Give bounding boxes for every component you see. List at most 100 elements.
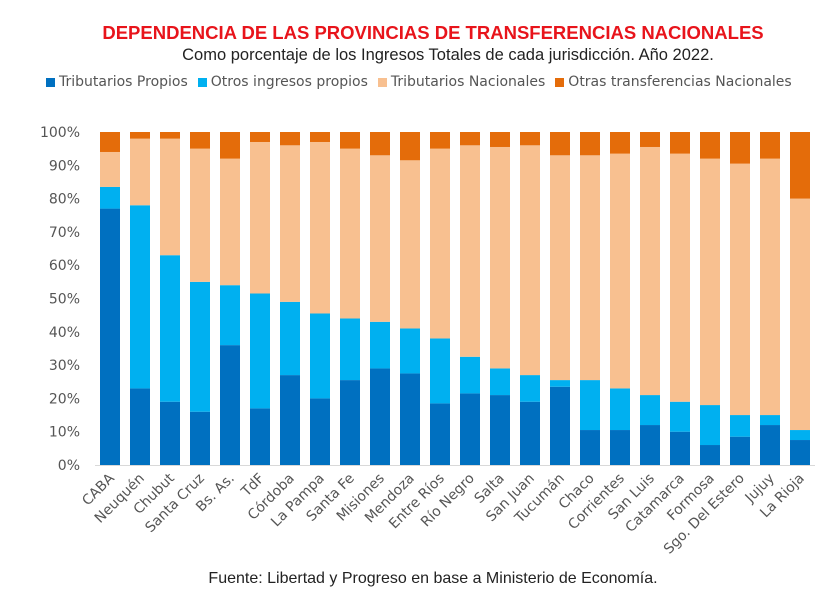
bar-segment (130, 388, 150, 465)
bar-segment (610, 153, 630, 389)
bar-segment (310, 398, 330, 465)
bar-segment (280, 301, 300, 376)
bar-segment (550, 386, 570, 465)
bar-segment (490, 368, 510, 396)
bar-segment (160, 401, 180, 465)
chart-title: DEPENDENCIA DE LAS PROVINCIAS DE TRANSFE… (102, 22, 764, 43)
bar-segment (100, 208, 120, 465)
bar-segment (520, 132, 540, 146)
bar-segment (640, 146, 660, 396)
bar-segment (610, 132, 630, 154)
bar-segment (130, 132, 150, 139)
y-tick-label: 100% (40, 125, 80, 141)
y-tick-label: 0% (58, 458, 80, 474)
bar-segment (370, 132, 390, 156)
bar-segment (670, 153, 690, 402)
bar-segment (640, 132, 660, 147)
bar-segment (670, 431, 690, 465)
bar-segment (220, 345, 240, 465)
bar-segment (430, 403, 450, 465)
bar-segment (340, 380, 360, 465)
bar-segment (700, 132, 720, 159)
bar-segment (220, 285, 240, 346)
bar-segment (550, 155, 570, 381)
legend-label: Tributarios Nacionales (390, 74, 546, 90)
bar-segment (670, 132, 690, 154)
bar-segment (160, 255, 180, 402)
bar-segment (580, 380, 600, 431)
bar-segment (190, 281, 210, 412)
bar-segment (160, 132, 180, 139)
bar-segment (430, 338, 450, 404)
bar-segment (760, 132, 780, 159)
bar-segment (340, 318, 360, 381)
bar-segment (430, 132, 450, 149)
bar-segment (760, 415, 780, 426)
bar-segment (670, 401, 690, 432)
bar-segment (640, 425, 660, 465)
bar-segment (790, 440, 810, 465)
bar-segment (160, 138, 180, 256)
legend-swatch (555, 77, 565, 87)
bar-segment (220, 158, 240, 286)
bar-segment (580, 132, 600, 156)
bar-segment (370, 155, 390, 322)
bar-segment (130, 138, 150, 206)
bar-segment (100, 151, 120, 187)
bar-segment (730, 436, 750, 465)
bar-segment (520, 145, 540, 376)
legend-item: Otras transferencias Nacionales (555, 74, 792, 90)
y-tick-label: 60% (49, 258, 80, 274)
y-tick-label: 90% (49, 158, 80, 174)
bar-segment (700, 158, 720, 406)
bar-segment (520, 375, 540, 402)
bar-segment (730, 163, 750, 416)
bar-segment (790, 132, 810, 199)
bar-segment (730, 132, 750, 164)
bar-segment (370, 321, 390, 369)
bar-segment (580, 430, 600, 465)
y-tick-label: 50% (49, 292, 80, 308)
y-tick-label: 30% (49, 358, 80, 374)
bar-segment (370, 368, 390, 465)
bar-segment (400, 373, 420, 465)
bar-segment (700, 405, 720, 446)
bar-segment (310, 141, 330, 314)
chart-source: Fuente: Libertad y Progreso en base a Mi… (208, 570, 658, 587)
bar-segment (400, 132, 420, 161)
legend-item: Tributarios Propios (46, 74, 188, 90)
bar-segment (190, 132, 210, 149)
chart-subtitle: Como porcentaje de los Ingresos Totales … (182, 46, 714, 64)
bar-segment (460, 393, 480, 465)
bar-segment (520, 401, 540, 465)
bar-segment (460, 132, 480, 146)
bar-segment (610, 430, 630, 465)
bar-segment (130, 205, 150, 389)
bar-segment (100, 186, 120, 209)
bar-segment (430, 148, 450, 339)
bar-segment (460, 356, 480, 394)
bar-segment (460, 145, 480, 357)
bar-segment (280, 375, 300, 465)
bar-segment (490, 132, 510, 147)
bar-segment (730, 415, 750, 437)
legend-label: Otros ingresos propios (210, 74, 368, 90)
y-tick-label: 80% (49, 192, 80, 208)
y-tick-label: 20% (49, 391, 80, 407)
bar-segment (190, 411, 210, 465)
bar-segment (550, 380, 570, 387)
bar-segment (250, 293, 270, 409)
legend-item: Tributarios Nacionales (377, 74, 546, 90)
legend: Tributarios Propios Otros ingresos propio… (46, 74, 792, 90)
legend-swatch (197, 77, 207, 87)
bar-segment (640, 395, 660, 426)
bar-segment (610, 388, 630, 431)
bar-segment (580, 155, 600, 381)
legend-item: Otros ingresos propios (197, 74, 368, 90)
bar-segment (250, 141, 270, 294)
bar-segment (760, 425, 780, 465)
y-tick-label: 70% (49, 225, 80, 241)
y-tick-label: 10% (49, 425, 80, 441)
bar-segment (400, 160, 420, 329)
